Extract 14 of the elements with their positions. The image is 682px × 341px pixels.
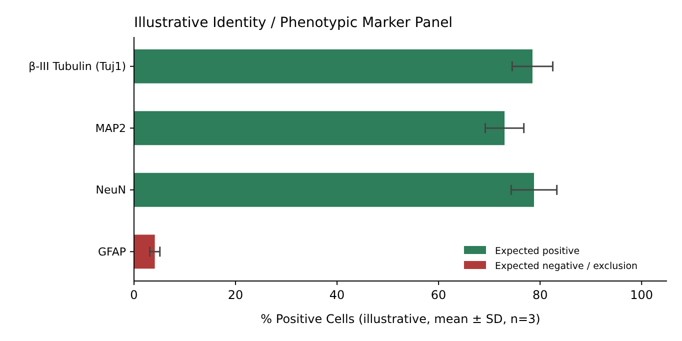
y-tick-label: MAP2 bbox=[95, 122, 126, 135]
x-tick-label: 100 bbox=[630, 288, 654, 302]
y-tick-label: β-III Tubulin (Tuj1) bbox=[28, 60, 126, 74]
x-tick-label: 60 bbox=[430, 288, 446, 302]
chart-title: Illustrative Identity / Phenotypic Marker Panel bbox=[134, 15, 453, 31]
x-axis-title: % Positive Cells (illustrative, mean ± SD, n=3) bbox=[260, 312, 540, 326]
legend-label: Expected positive bbox=[495, 246, 580, 257]
x-tick-label: 0 bbox=[130, 288, 138, 302]
y-tick-label: GFAP bbox=[98, 246, 126, 259]
x-tick-label: 20 bbox=[228, 288, 244, 302]
x-tick-label: 80 bbox=[532, 288, 548, 302]
legend-label: Expected negative / exclusion bbox=[495, 261, 638, 272]
y-tick-label: NeuN bbox=[96, 184, 126, 197]
x-tick-label: 40 bbox=[329, 288, 345, 302]
